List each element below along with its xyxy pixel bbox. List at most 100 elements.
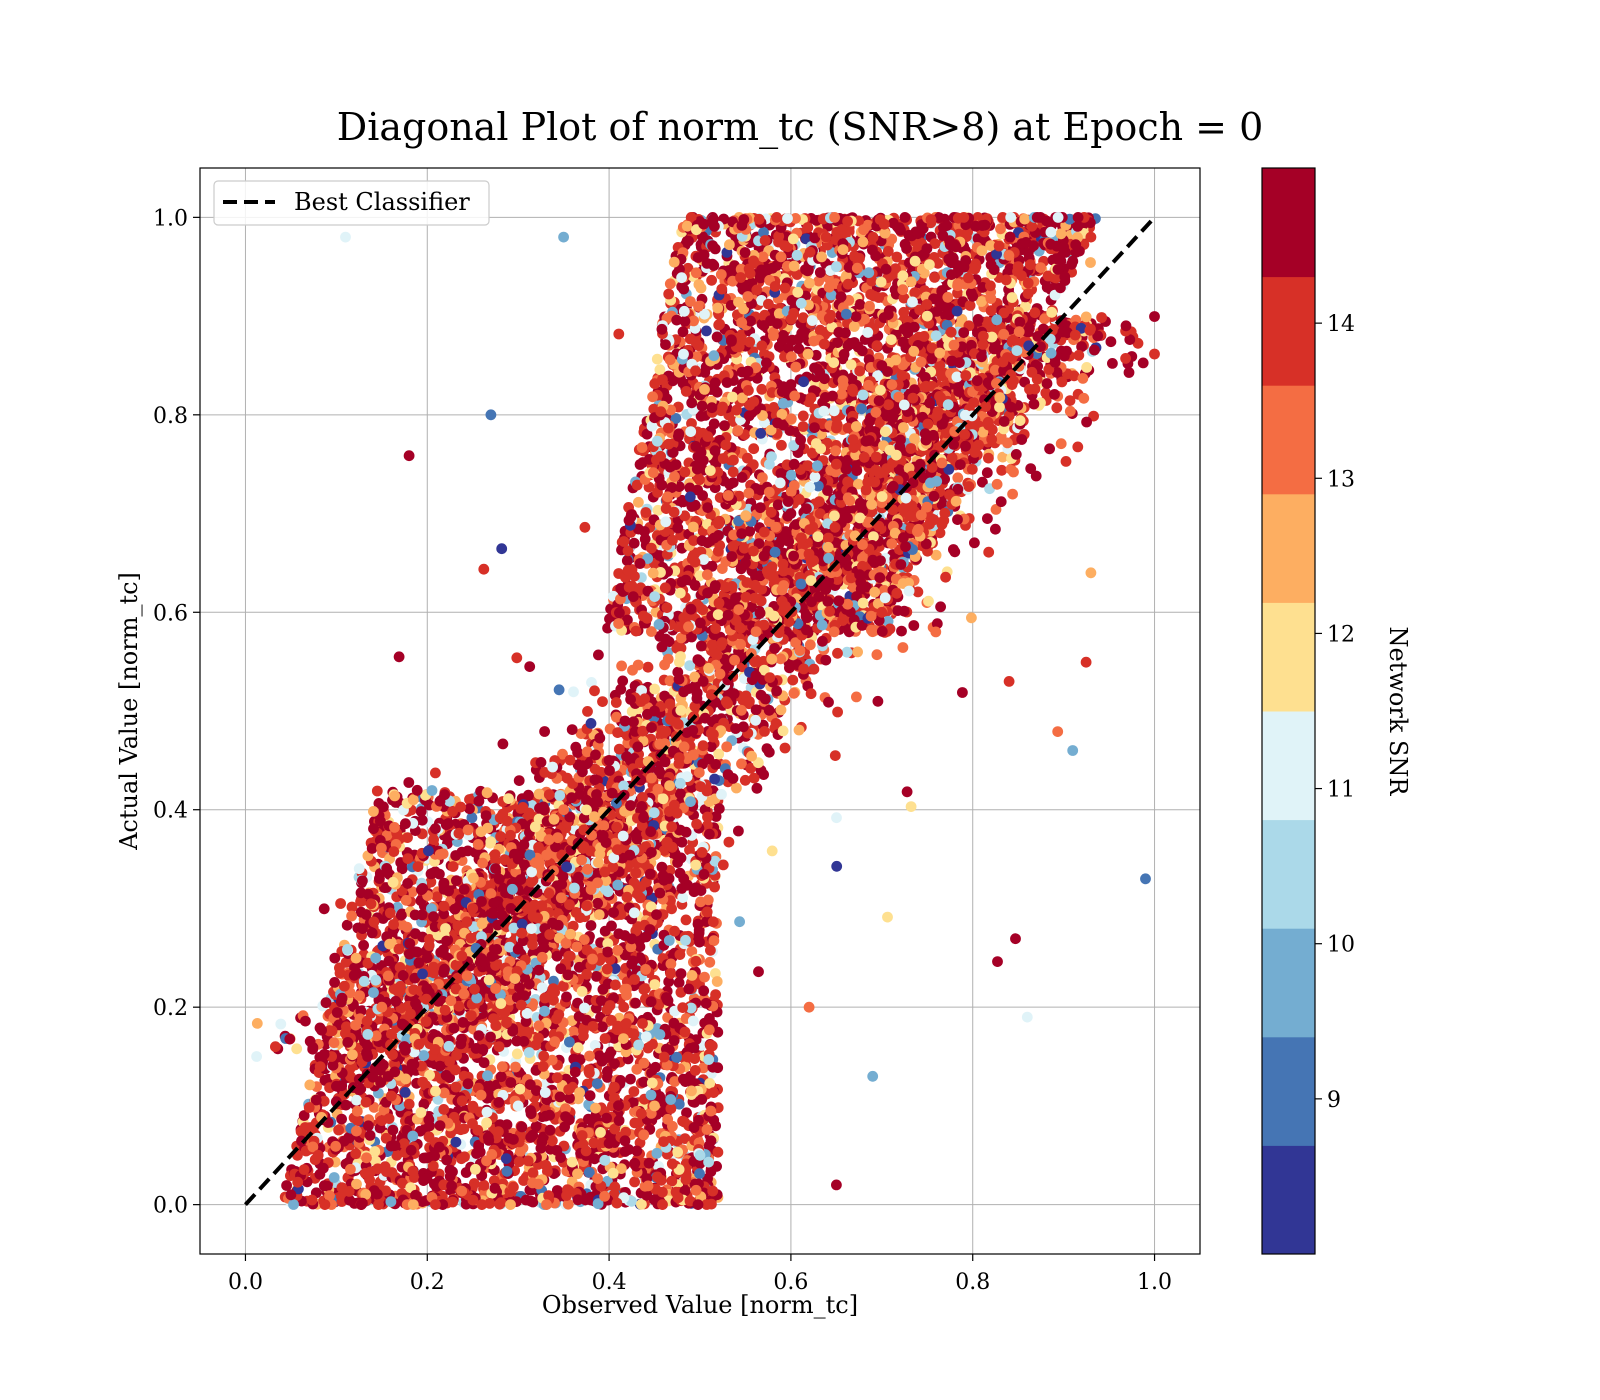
scatter-point — [589, 685, 600, 697]
scatter-point — [374, 1064, 386, 1076]
scatter-point — [584, 1090, 596, 1102]
scatter-point — [1096, 312, 1107, 323]
scatter-point — [446, 1180, 457, 1192]
scatter-point — [558, 980, 569, 992]
scatter-point — [563, 1084, 575, 1095]
scatter-point — [525, 1108, 537, 1120]
scatter-point — [450, 1136, 462, 1148]
scatter-point — [358, 939, 369, 951]
scatter-point — [629, 1117, 641, 1129]
scatter-point — [500, 1153, 512, 1164]
scatter-point — [430, 1085, 441, 1097]
scatter-point — [399, 1087, 411, 1098]
scatter-point — [342, 944, 353, 955]
scatter-point — [599, 1154, 611, 1166]
scatter-point — [665, 958, 677, 970]
scatter-point — [481, 1117, 492, 1129]
scatter-point — [314, 1168, 326, 1180]
scatter-point — [736, 758, 747, 770]
scatter-point — [631, 1145, 643, 1157]
scatter-point — [511, 1048, 523, 1060]
scatter-point — [690, 955, 702, 967]
scatter-point — [705, 1135, 717, 1147]
scatter-point — [505, 1077, 517, 1088]
scatter-point — [385, 1140, 397, 1152]
scatter-point — [620, 1018, 632, 1029]
scatter-point — [430, 823, 441, 835]
scatter-point — [576, 1130, 588, 1141]
scatter-point — [952, 472, 964, 484]
scatter-point — [1044, 443, 1055, 455]
scatter-point — [629, 974, 640, 985]
scatter-point — [486, 1149, 498, 1160]
scatter-point — [609, 1081, 620, 1093]
scatter-point — [527, 1167, 539, 1179]
scatter-point — [1107, 358, 1118, 369]
scatter-point — [383, 955, 395, 967]
scatter-point — [434, 868, 445, 880]
scatter-point — [400, 818, 411, 830]
scatter-point — [518, 1036, 530, 1047]
scatter-point — [303, 1102, 315, 1113]
scatter-point — [352, 1115, 364, 1126]
scatter-point — [669, 1005, 680, 1017]
scatter-point — [298, 1164, 310, 1175]
scatter-point — [444, 1164, 456, 1176]
scatter-point — [306, 1194, 318, 1206]
scatter-point — [547, 983, 559, 994]
scatter-point — [318, 1180, 330, 1192]
scatter-point — [450, 850, 462, 861]
scatter-point — [385, 1196, 397, 1208]
scatter-point — [508, 1181, 519, 1193]
scatter-point — [496, 1061, 508, 1073]
scatter-point — [579, 1002, 590, 1014]
scatter-point — [360, 1096, 372, 1108]
scatter-point — [698, 985, 710, 997]
scatter-point — [591, 1078, 603, 1089]
scatter-point — [601, 1112, 612, 1124]
scatter-point — [484, 1082, 495, 1094]
scatter-point — [593, 649, 604, 661]
scatter-point — [700, 997, 712, 1009]
scatter-point — [779, 742, 791, 754]
scatter-point — [1007, 488, 1018, 500]
scatter-point — [704, 1013, 715, 1024]
scatter-point — [706, 1040, 718, 1052]
scatter-point — [328, 1172, 340, 1183]
scatter-point — [668, 1017, 680, 1029]
scatter-point — [602, 1066, 613, 1077]
scatter-point — [533, 1178, 544, 1190]
scatter-point — [872, 695, 884, 707]
scatter-point — [667, 1120, 678, 1132]
scatter-point — [645, 1089, 657, 1101]
scatter-point — [595, 1127, 606, 1138]
scatter-point — [501, 1165, 513, 1177]
scatter-point — [712, 1146, 724, 1158]
scatter-point — [675, 968, 687, 979]
scatter-point — [642, 1042, 654, 1054]
scatter-point — [703, 1024, 715, 1036]
scatter-point — [426, 785, 438, 796]
scatter-point — [381, 865, 393, 877]
scatter-point — [475, 1089, 487, 1101]
scatter-point — [343, 1186, 355, 1197]
scatter-point — [572, 1168, 583, 1180]
scatter-point — [637, 1018, 648, 1029]
scatter-point — [654, 1029, 666, 1040]
scatter-point — [677, 892, 689, 903]
scatter-point — [364, 1130, 376, 1141]
scatter-point — [510, 1061, 521, 1073]
scatter-point — [649, 979, 661, 990]
scatter-point — [701, 906, 713, 918]
scatter-point — [701, 1124, 713, 1135]
scatter-point — [589, 1153, 600, 1165]
scatter-point — [434, 849, 446, 860]
scatter-point — [649, 683, 660, 695]
scatter-point — [351, 1125, 362, 1137]
scatter-point — [621, 891, 633, 903]
scatter-point — [642, 1180, 654, 1192]
scatter-point — [1120, 353, 1131, 364]
scatter-point — [584, 1050, 595, 1062]
scatter-point — [669, 925, 680, 937]
